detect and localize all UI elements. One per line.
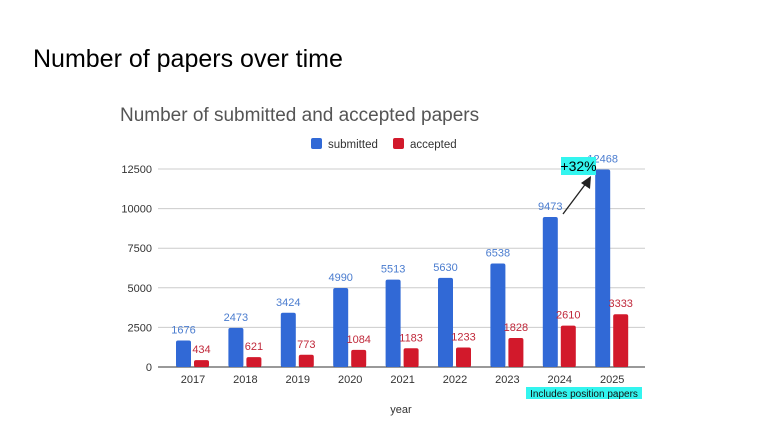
- bar-submitted: [438, 277, 453, 367]
- x-axis-label: year: [390, 404, 412, 416]
- bar-submitted: [595, 169, 611, 367]
- slide-title: Number of papers over time: [33, 45, 343, 73]
- y-tick-label: 0: [146, 362, 152, 374]
- data-label-submitted: 2473: [224, 312, 248, 324]
- data-label-accepted: 1084: [346, 334, 370, 346]
- data-label-accepted: 621: [245, 341, 263, 353]
- bar-submitted: [280, 312, 296, 367]
- note-highlight: [526, 387, 642, 399]
- bar-submitted: [542, 216, 558, 367]
- x-tick-label: 2019: [286, 374, 310, 386]
- data-label-submitted: 5630: [433, 262, 457, 274]
- bar-accepted: [613, 314, 629, 367]
- bar-accepted: [508, 338, 524, 367]
- data-label-submitted: 4990: [328, 272, 352, 284]
- legend-label-submitted: submitted: [328, 139, 378, 151]
- y-tick-label: 12500: [121, 164, 152, 176]
- legend-swatch-accepted: [393, 138, 404, 149]
- data-label-submitted: 1676: [171, 324, 195, 336]
- bar-submitted: [385, 279, 401, 367]
- x-tick-label: 2024: [548, 374, 572, 386]
- x-tick-label: 2023: [495, 374, 519, 386]
- x-tick-label: 2021: [390, 374, 414, 386]
- bar-submitted: [490, 263, 506, 367]
- legend-swatch-submitted: [311, 138, 322, 149]
- x-tick-label: 2025: [600, 374, 624, 386]
- x-tick-label: 2020: [338, 374, 362, 386]
- data-label-accepted: 3333: [608, 298, 632, 310]
- data-label-accepted: 434: [192, 344, 210, 356]
- growth-label: +32%: [560, 158, 596, 174]
- data-label-accepted: 1233: [451, 331, 475, 343]
- bar-accepted: [560, 325, 576, 367]
- bar-submitted: [228, 327, 244, 367]
- data-label-submitted: 3424: [276, 297, 300, 309]
- data-label-accepted: 773: [297, 339, 315, 351]
- bar-accepted: [403, 348, 419, 367]
- bar-submitted: [333, 287, 349, 367]
- bar-accepted: [298, 354, 314, 367]
- x-tick-label: 2022: [443, 374, 467, 386]
- bar-accepted: [194, 360, 209, 367]
- x-tick-label: 2017: [181, 374, 205, 386]
- data-label-accepted: 2610: [556, 310, 580, 322]
- bar-accepted: [456, 347, 471, 367]
- bar-accepted: [351, 349, 367, 367]
- y-tick-label: 5000: [128, 283, 152, 295]
- x-tick-label: 2018: [233, 374, 257, 386]
- growth-arrow-line: [562, 181, 588, 215]
- data-label-submitted: 6538: [486, 247, 510, 259]
- legend-label-accepted: accepted: [410, 139, 457, 151]
- data-label-accepted: 1183: [399, 332, 423, 344]
- data-label-submitted: 9473: [538, 201, 562, 213]
- data-label-submitted: 5513: [381, 264, 405, 276]
- position-papers-note: Includes position papers: [530, 389, 638, 400]
- y-tick-label: 7500: [128, 243, 152, 255]
- y-tick-label: 2500: [128, 322, 152, 334]
- bar-accepted: [246, 357, 262, 367]
- arrow-head-icon: [581, 176, 591, 189]
- bar-submitted: [176, 340, 191, 367]
- growth-highlight: [561, 157, 596, 175]
- y-tick-label: 10000: [121, 204, 152, 216]
- chart-title: Number of submitted and accepted papers: [120, 105, 479, 126]
- data-label-accepted: 1828: [504, 322, 528, 334]
